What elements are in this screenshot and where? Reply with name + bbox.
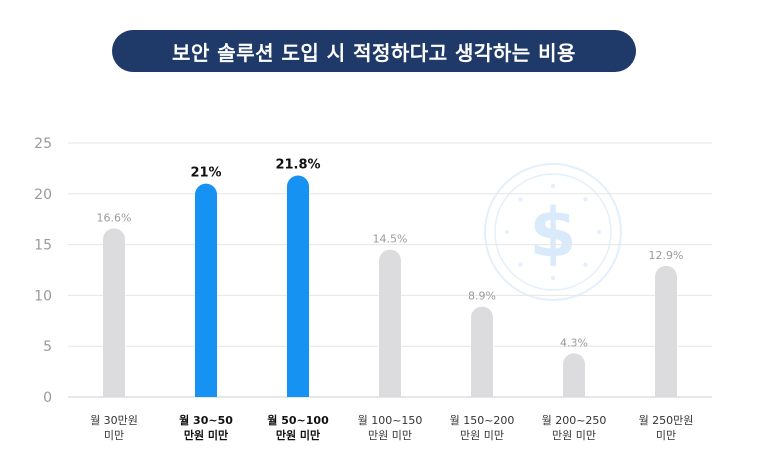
x-tick-label: 월 30만원	[90, 414, 138, 427]
bar	[103, 228, 125, 397]
y-tick-label: 20	[34, 187, 52, 203]
bar-value-label: 14.5%	[373, 233, 408, 246]
x-tick-label: 월 150~200	[450, 414, 515, 427]
bar	[195, 183, 217, 397]
x-tick-label: 만원 미만	[276, 428, 320, 442]
x-tick-label: 만원 미만	[368, 429, 412, 442]
bar	[287, 175, 309, 397]
bar	[471, 306, 493, 397]
bar-value-label: 8.9%	[468, 290, 496, 303]
y-tick-label: 25	[34, 136, 52, 152]
x-tick-label: 미만	[104, 429, 124, 442]
bar	[655, 265, 677, 397]
bar-value-label: 12.9%	[649, 249, 684, 262]
bar-value-label: 16.6%	[97, 211, 132, 224]
chart-title: 보안 솔루션 도입 시 적정하다고 생각하는 비용	[112, 30, 636, 72]
bar	[563, 353, 585, 397]
svg-text:$: $	[529, 194, 576, 273]
x-tick-label: 월 50~100	[267, 413, 329, 427]
x-tick-label: 만원 미만	[460, 429, 504, 442]
x-tick-label: 월 100~150	[358, 414, 423, 427]
bar	[379, 249, 401, 397]
x-tick-label: 월 30~50	[179, 413, 233, 427]
y-tick-label: 15	[34, 238, 52, 254]
bar-value-label: 4.3%	[560, 336, 588, 349]
x-tick-label: 만원 미만	[552, 429, 596, 442]
y-tick-label: 10	[34, 288, 52, 304]
bar-value-label: 21.8%	[275, 158, 320, 173]
x-tick-label: 만원 미만	[184, 428, 228, 442]
x-tick-label: 미만	[656, 429, 676, 442]
y-tick-label: 5	[43, 339, 52, 355]
x-tick-label: 월 200~250	[542, 414, 607, 427]
bar-value-label: 21%	[190, 166, 221, 181]
x-tick-label: 월 250만원	[639, 414, 694, 427]
dollar-clock-icon: $	[484, 163, 622, 301]
y-tick-label: 0	[43, 390, 52, 406]
